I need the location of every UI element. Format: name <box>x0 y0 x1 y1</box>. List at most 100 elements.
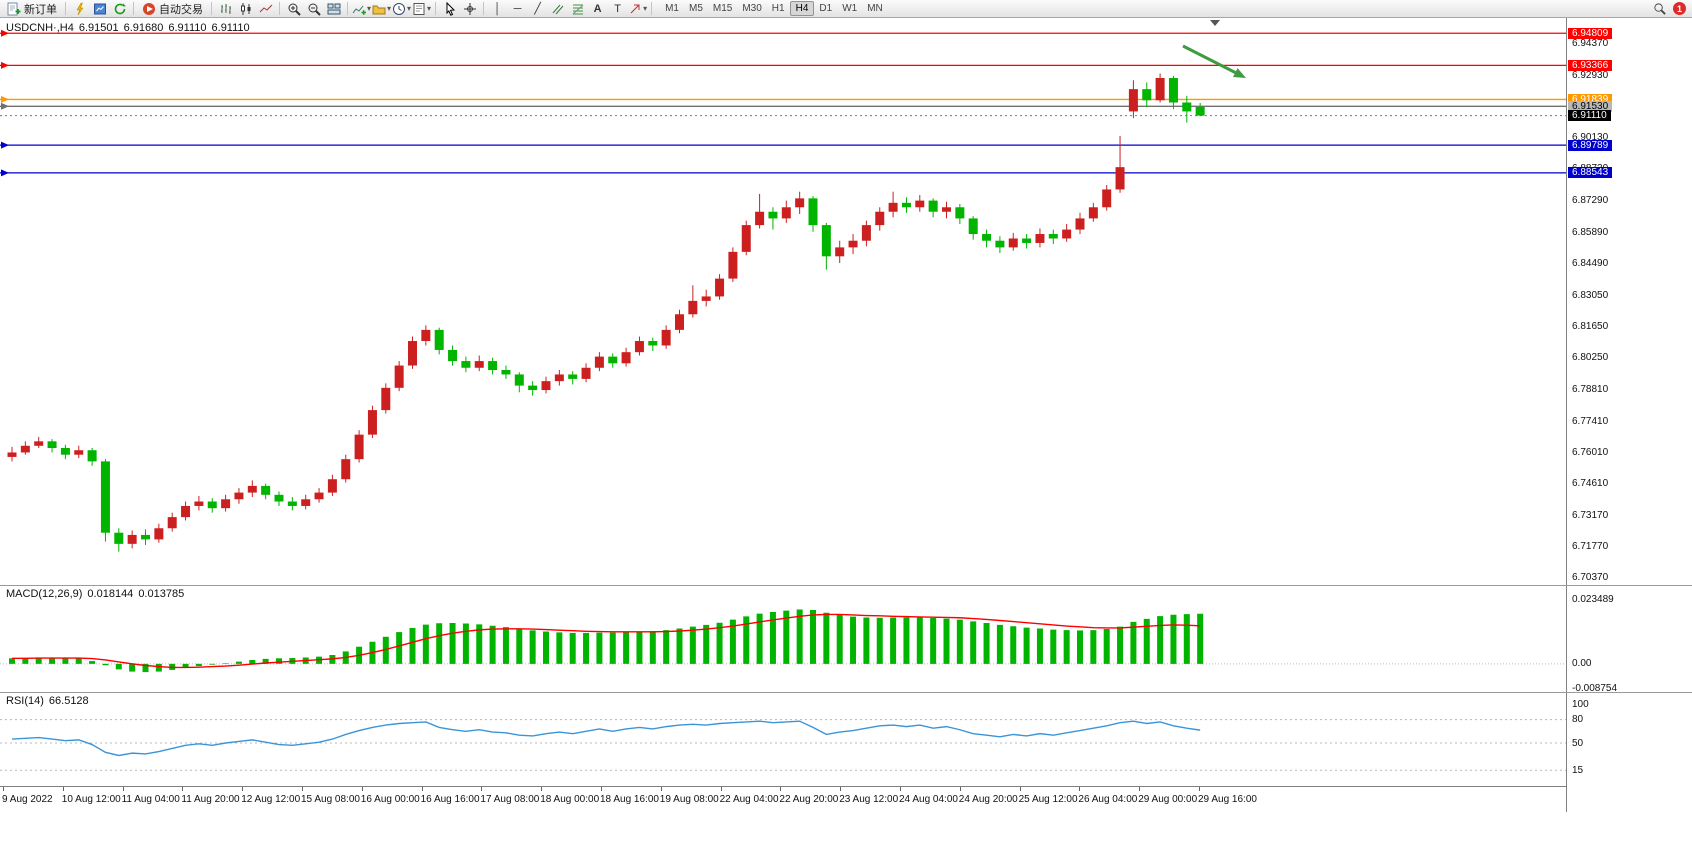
main-price-chart[interactable] <box>0 18 1566 585</box>
indicators-button[interactable]: ▾ <box>352 1 371 17</box>
candle-body <box>568 374 578 379</box>
candle-body <box>301 499 311 506</box>
periods-button[interactable]: ▾ <box>392 1 411 17</box>
time-axis-tick <box>1139 787 1141 791</box>
profiles-button[interactable]: ▾ <box>372 1 391 17</box>
tile-windows-button[interactable] <box>324 1 343 17</box>
candle-body <box>634 341 644 353</box>
rsi-label: RSI(14) 66.5128 <box>6 695 94 707</box>
macd-signal-value: 0.013785 <box>138 588 185 600</box>
open-value: 6.91501 <box>78 22 119 34</box>
timeframe-H1[interactable]: H1 <box>771 3 785 14</box>
time-axis-label: 18 Aug 16:00 <box>600 794 659 805</box>
search-icon[interactable] <box>1653 2 1666 15</box>
time-axis-tick <box>900 787 901 791</box>
new-order-button[interactable]: 新订单 <box>3 1 61 17</box>
time-axis-tick <box>361 787 363 791</box>
time-axis-label: 24 Aug 04:00 <box>899 794 958 805</box>
trendline-icon: ╱ <box>534 2 541 15</box>
crosshair-button[interactable] <box>460 1 479 17</box>
cursor-button[interactable] <box>440 1 459 17</box>
new-order-label: 新订单 <box>24 3 57 16</box>
candle-body <box>261 485 271 495</box>
refresh-icon <box>114 2 126 14</box>
candle-body <box>888 202 898 212</box>
price-axis-label: 6.92930 <box>1572 69 1609 81</box>
line-anchor-marker <box>1 29 9 37</box>
text-icon: A <box>593 2 602 15</box>
line-anchor-marker <box>1 95 9 103</box>
candle-body <box>942 207 951 212</box>
candle-body <box>621 352 631 364</box>
candle-body <box>968 218 978 235</box>
channel-button[interactable] <box>548 1 567 17</box>
toolbar-separator <box>435 2 437 15</box>
profile-chart-icon <box>76 2 83 15</box>
fibonacci-button[interactable] <box>568 1 587 17</box>
candle-body <box>141 534 150 540</box>
trendline-button[interactable]: ╱ <box>528 1 547 17</box>
timeframe-MN[interactable]: MN <box>867 3 883 14</box>
candle-body <box>608 356 618 364</box>
rsi-line <box>11 720 1201 757</box>
zoom-in-button[interactable] <box>284 1 303 17</box>
macd-axis-label: -0.008754 <box>1572 682 1618 694</box>
label-button[interactable]: T <box>608 1 627 17</box>
price-line-badge: 6.93366 <box>1568 59 1613 71</box>
close-value: 6.91110 <box>211 22 250 34</box>
rsi-pane-splitter[interactable] <box>0 692 1692 693</box>
arrows-button[interactable]: ▾ <box>628 1 647 17</box>
price-axis[interactable]: 6.943706.929306.914906.901306.887306.872… <box>1566 18 1692 812</box>
time-axis-label: 17 Aug 08:00 <box>480 794 540 805</box>
profile-charts-button[interactable] <box>70 1 89 17</box>
notification-badge[interactable]: 1 <box>1673 2 1686 15</box>
timeframe-D1[interactable]: D1 <box>819 3 833 14</box>
rsi-axis-label: 15 <box>1572 764 1584 776</box>
candle-body <box>675 314 684 330</box>
candle-body <box>821 225 831 257</box>
candle-body <box>928 200 938 212</box>
candle-body <box>34 441 44 446</box>
market-watch-button[interactable] <box>90 1 109 17</box>
zoom-out-button[interactable] <box>304 1 323 17</box>
rsi-name: RSI(14) <box>6 695 44 707</box>
timeframe-M5[interactable]: M5 <box>688 3 703 14</box>
time-axis-label: 16 Aug 00:00 <box>360 794 420 805</box>
price-axis-label: 6.87290 <box>1572 195 1609 207</box>
candle-body <box>181 505 191 518</box>
line-anchor-marker <box>1 141 9 149</box>
timeframe-M30[interactable]: M30 <box>742 3 762 14</box>
time-axis-tick <box>302 787 303 791</box>
candle-body <box>1075 218 1085 230</box>
time-axis-tick <box>840 787 842 791</box>
candle-body <box>421 329 431 342</box>
macd-pane-splitter[interactable] <box>0 585 1692 586</box>
time-axis[interactable]: 9 Aug 2022 10 Aug 12:00 11 Aug 04:00 11 Aug… <box>0 786 1692 812</box>
refresh-button[interactable] <box>110 1 129 17</box>
macd-pane[interactable] <box>0 585 1566 692</box>
candlestick-chart-button[interactable] <box>236 1 255 17</box>
label-icon: T <box>614 2 621 15</box>
line-chart-button[interactable] <box>256 1 275 17</box>
bar-chart-button[interactable] <box>216 1 235 17</box>
candle-body <box>528 385 538 391</box>
vertical-line-button[interactable]: │ <box>488 1 507 17</box>
toolbar-separator <box>133 2 134 15</box>
auto-trading-button[interactable]: 自动交易 <box>138 1 207 17</box>
candle-body <box>875 211 885 226</box>
chevron-down-icon: ▾ <box>387 4 392 13</box>
horizontal-line-button[interactable]: ─ <box>508 1 527 17</box>
candle-body <box>1008 238 1018 248</box>
text-button[interactable]: A <box>588 1 607 17</box>
templates-button[interactable]: ▾ <box>412 1 431 17</box>
timeframe-W1[interactable]: W1 <box>842 3 858 14</box>
timeframe-M15[interactable]: M15 <box>712 3 733 14</box>
timeframe-H4[interactable]: H4 <box>789 1 815 16</box>
candle-body <box>648 341 658 346</box>
rsi-pane[interactable] <box>0 692 1566 786</box>
line-anchor-marker <box>1 102 9 110</box>
candle-body <box>207 501 217 509</box>
trend-arrow-annotation <box>1182 44 1246 78</box>
time-axis-label: 29 Aug 00:00 <box>1138 794 1198 805</box>
timeframe-M1[interactable]: M1 <box>665 3 679 14</box>
